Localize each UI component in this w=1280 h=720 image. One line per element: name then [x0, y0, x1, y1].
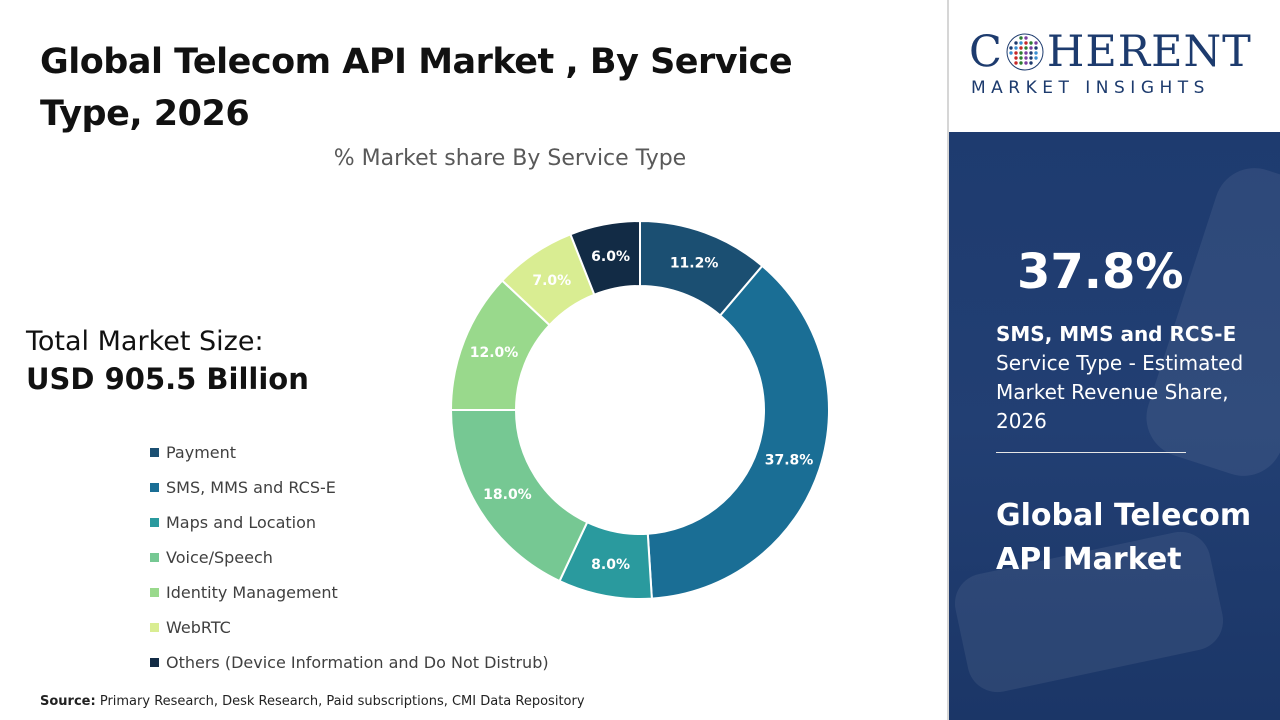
donut-chart: 11.2% 37.8% 8.0% 18.0% 12.0% 7.0% 6.0%	[449, 219, 830, 600]
legend-item: SMS, MMS and RCS-E	[150, 475, 336, 499]
legend-swatch	[150, 552, 159, 562]
market-size-label: Total Market Size:	[26, 326, 264, 357]
legend-item: Others (Device Information and Do Not Di…	[150, 650, 549, 674]
legend-swatch	[150, 622, 159, 632]
legend-item: WebRTC	[150, 615, 231, 639]
divider	[996, 452, 1186, 453]
logo-letters: HERENT	[1046, 27, 1252, 77]
logo-letter-c: C	[969, 27, 1003, 77]
info-panel: C HERENT MARKET INSIGHTS 37.8% SMS, MMS …	[949, 0, 1280, 720]
legend-item: Identity Management	[150, 580, 338, 604]
chart-panel: Global Telecom API Market , By Service T…	[26, 0, 949, 720]
highlight-text: Service Type - Estimated Market Revenue …	[996, 351, 1244, 433]
highlight-segment: SMS, MMS and RCS-E	[996, 322, 1237, 346]
donut-slice	[646, 264, 830, 600]
legend-swatch	[150, 482, 159, 492]
page-title: Global Telecom API Market , By Service T…	[40, 42, 793, 134]
slice-value-label: 37.8%	[765, 452, 814, 468]
logo: C HERENT MARKET INSIGHTS	[949, 0, 1280, 132]
legend-label: WebRTC	[166, 617, 231, 637]
source-label: Source:	[40, 694, 96, 709]
market-name: Global Telecom API Market	[996, 498, 1252, 577]
legend-item: Maps and Location	[150, 510, 316, 534]
source-note: Source: Primary Research, Desk Research,…	[40, 694, 585, 709]
legend-label: Maps and Location	[166, 512, 317, 532]
source-text: Primary Research, Desk Research, Paid su…	[99, 694, 585, 709]
donut-slice	[569, 219, 641, 297]
legend-label: Others (Device Information and Do Not Di…	[166, 652, 549, 672]
slice-value-label: 12.0%	[470, 345, 519, 361]
legend-item: Payment	[150, 440, 236, 464]
chart-title: % Market share By Service Type	[333, 146, 687, 171]
legend-swatch	[150, 587, 159, 597]
slice-value-label: 11.2%	[670, 256, 719, 272]
logo-tagline: MARKET INSIGHTS	[971, 78, 1210, 98]
slice-value-label: 18.0%	[483, 487, 532, 503]
slice-value-label: 6.0%	[591, 249, 630, 265]
highlight-description: SMS, MMS and RCS-E Service Type - Estima…	[996, 320, 1266, 436]
highlight-panel: 37.8% SMS, MMS and RCS-E Service Type - …	[949, 132, 1280, 720]
legend-swatch	[150, 517, 159, 527]
slice-value-label: 7.0%	[532, 273, 571, 289]
legend-label: SMS, MMS and RCS-E	[166, 477, 336, 497]
legend-label: Voice/Speech	[166, 547, 273, 567]
legend-item: Voice/Speech	[150, 545, 273, 569]
globe-icon	[1006, 33, 1044, 71]
market-size-value: USD 905.5 Billion	[26, 362, 309, 396]
slice-value-label: 8.0%	[591, 557, 630, 573]
legend-swatch	[150, 447, 159, 457]
legend-label: Identity Management	[166, 582, 338, 602]
highlight-percentage: 37.8%	[1017, 244, 1184, 300]
legend-swatch	[150, 657, 159, 667]
legend-label: Payment	[166, 442, 237, 462]
logo-wordmark: C HERENT	[969, 30, 1252, 74]
